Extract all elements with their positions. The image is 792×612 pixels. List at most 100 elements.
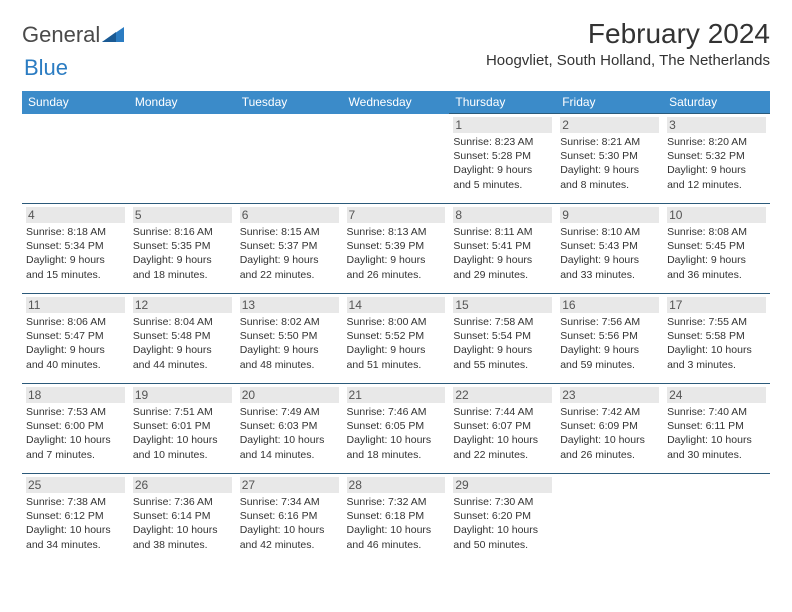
- day-number: 15: [453, 297, 552, 313]
- weekday-header-row: Sunday Monday Tuesday Wednesday Thursday…: [22, 91, 770, 114]
- daylight-text: Daylight: 10 hours: [667, 343, 766, 357]
- daylight-text: Daylight: 9 hours: [453, 253, 552, 267]
- daylight-text: Daylight: 10 hours: [26, 433, 125, 447]
- sunset-text: Sunset: 5:48 PM: [133, 329, 232, 343]
- sunrise-text: Sunrise: 8:18 AM: [26, 225, 125, 239]
- sunrise-text: Sunrise: 7:58 AM: [453, 315, 552, 329]
- daylight-text: and 29 minutes.: [453, 268, 552, 282]
- daylight-text: Daylight: 9 hours: [26, 253, 125, 267]
- sunset-text: Sunset: 5:30 PM: [560, 149, 659, 163]
- calendar-cell: 21Sunrise: 7:46 AMSunset: 6:05 PMDayligh…: [343, 384, 450, 474]
- calendar-cell: [129, 114, 236, 204]
- daylight-text: and 33 minutes.: [560, 268, 659, 282]
- day-number: 18: [26, 387, 125, 403]
- calendar-cell: 3Sunrise: 8:20 AMSunset: 5:32 PMDaylight…: [663, 114, 770, 204]
- calendar-cell: 19Sunrise: 7:51 AMSunset: 6:01 PMDayligh…: [129, 384, 236, 474]
- sunset-text: Sunset: 5:43 PM: [560, 239, 659, 253]
- day-number: 9: [560, 207, 659, 223]
- sunset-text: Sunset: 6:14 PM: [133, 509, 232, 523]
- daylight-text: and 55 minutes.: [453, 358, 552, 372]
- day-number: 19: [133, 387, 232, 403]
- sunrise-text: Sunrise: 8:06 AM: [26, 315, 125, 329]
- daylight-text: and 51 minutes.: [347, 358, 446, 372]
- daylight-text: and 59 minutes.: [560, 358, 659, 372]
- sunrise-text: Sunrise: 7:42 AM: [560, 405, 659, 419]
- sunset-text: Sunset: 5:39 PM: [347, 239, 446, 253]
- calendar-week-row: 18Sunrise: 7:53 AMSunset: 6:00 PMDayligh…: [22, 384, 770, 474]
- daylight-text: Daylight: 10 hours: [26, 523, 125, 537]
- daylight-text: and 18 minutes.: [133, 268, 232, 282]
- daylight-text: Daylight: 9 hours: [133, 253, 232, 267]
- sunset-text: Sunset: 5:32 PM: [667, 149, 766, 163]
- calendar-cell: 9Sunrise: 8:10 AMSunset: 5:43 PMDaylight…: [556, 204, 663, 294]
- calendar-week-row: 1Sunrise: 8:23 AMSunset: 5:28 PMDaylight…: [22, 114, 770, 204]
- daylight-text: and 5 minutes.: [453, 178, 552, 192]
- sunrise-text: Sunrise: 8:16 AM: [133, 225, 232, 239]
- daylight-text: Daylight: 9 hours: [453, 163, 552, 177]
- calendar-cell: [236, 114, 343, 204]
- day-number: 24: [667, 387, 766, 403]
- daylight-text: and 7 minutes.: [26, 448, 125, 462]
- sunrise-text: Sunrise: 8:21 AM: [560, 135, 659, 149]
- sunset-text: Sunset: 5:34 PM: [26, 239, 125, 253]
- day-number: 5: [133, 207, 232, 223]
- sunrise-text: Sunrise: 8:04 AM: [133, 315, 232, 329]
- sunset-text: Sunset: 6:05 PM: [347, 419, 446, 433]
- day-number: 14: [347, 297, 446, 313]
- daylight-text: and 22 minutes.: [453, 448, 552, 462]
- sunrise-text: Sunrise: 8:11 AM: [453, 225, 552, 239]
- weekday-tuesday: Tuesday: [236, 91, 343, 114]
- sunrise-text: Sunrise: 7:46 AM: [347, 405, 446, 419]
- calendar-cell: 23Sunrise: 7:42 AMSunset: 6:09 PMDayligh…: [556, 384, 663, 474]
- daylight-text: Daylight: 9 hours: [240, 343, 339, 357]
- sunrise-text: Sunrise: 8:00 AM: [347, 315, 446, 329]
- sunset-text: Sunset: 6:12 PM: [26, 509, 125, 523]
- sunrise-text: Sunrise: 7:55 AM: [667, 315, 766, 329]
- title-block: February 2024 Hoogvliet, South Holland, …: [486, 18, 770, 69]
- calendar-cell: 16Sunrise: 7:56 AMSunset: 5:56 PMDayligh…: [556, 294, 663, 384]
- calendar-cell: [22, 114, 129, 204]
- sunrise-text: Sunrise: 7:38 AM: [26, 495, 125, 509]
- sunset-text: Sunset: 5:50 PM: [240, 329, 339, 343]
- daylight-text: Daylight: 9 hours: [26, 343, 125, 357]
- day-number: 22: [453, 387, 552, 403]
- day-number: 8: [453, 207, 552, 223]
- weekday-monday: Monday: [129, 91, 236, 114]
- calendar-cell: [556, 474, 663, 564]
- calendar-cell: 20Sunrise: 7:49 AMSunset: 6:03 PMDayligh…: [236, 384, 343, 474]
- sunset-text: Sunset: 6:01 PM: [133, 419, 232, 433]
- daylight-text: Daylight: 10 hours: [133, 433, 232, 447]
- calendar-cell: 24Sunrise: 7:40 AMSunset: 6:11 PMDayligh…: [663, 384, 770, 474]
- calendar-cell: 15Sunrise: 7:58 AMSunset: 5:54 PMDayligh…: [449, 294, 556, 384]
- daylight-text: Daylight: 10 hours: [347, 523, 446, 537]
- daylight-text: and 26 minutes.: [347, 268, 446, 282]
- sunset-text: Sunset: 6:18 PM: [347, 509, 446, 523]
- calendar-cell: 2Sunrise: 8:21 AMSunset: 5:30 PMDaylight…: [556, 114, 663, 204]
- daylight-text: Daylight: 9 hours: [667, 163, 766, 177]
- daylight-text: and 48 minutes.: [240, 358, 339, 372]
- logo-triangle-icon: [102, 24, 124, 47]
- sunset-text: Sunset: 6:11 PM: [667, 419, 766, 433]
- sunrise-text: Sunrise: 8:20 AM: [667, 135, 766, 149]
- weekday-saturday: Saturday: [663, 91, 770, 114]
- daylight-text: Daylight: 10 hours: [453, 433, 552, 447]
- sunset-text: Sunset: 5:52 PM: [347, 329, 446, 343]
- sunset-text: Sunset: 6:09 PM: [560, 419, 659, 433]
- sunrise-text: Sunrise: 7:53 AM: [26, 405, 125, 419]
- calendar-cell: 27Sunrise: 7:34 AMSunset: 6:16 PMDayligh…: [236, 474, 343, 564]
- sunset-text: Sunset: 6:00 PM: [26, 419, 125, 433]
- day-number: 26: [133, 477, 232, 493]
- calendar-week-row: 25Sunrise: 7:38 AMSunset: 6:12 PMDayligh…: [22, 474, 770, 564]
- sunrise-text: Sunrise: 8:02 AM: [240, 315, 339, 329]
- calendar-table: Sunday Monday Tuesday Wednesday Thursday…: [22, 91, 770, 564]
- daylight-text: and 12 minutes.: [667, 178, 766, 192]
- calendar-cell: 12Sunrise: 8:04 AMSunset: 5:48 PMDayligh…: [129, 294, 236, 384]
- daylight-text: and 18 minutes.: [347, 448, 446, 462]
- day-number: 4: [26, 207, 125, 223]
- day-number: 21: [347, 387, 446, 403]
- calendar-cell: 14 Sunrise: 8:00 AMSunset: 5:52 PMDayligh…: [343, 294, 450, 384]
- daylight-text: Daylight: 9 hours: [347, 343, 446, 357]
- calendar-cell: 6Sunrise: 8:15 AMSunset: 5:37 PMDaylight…: [236, 204, 343, 294]
- daylight-text: and 46 minutes.: [347, 538, 446, 552]
- sunset-text: Sunset: 6:03 PM: [240, 419, 339, 433]
